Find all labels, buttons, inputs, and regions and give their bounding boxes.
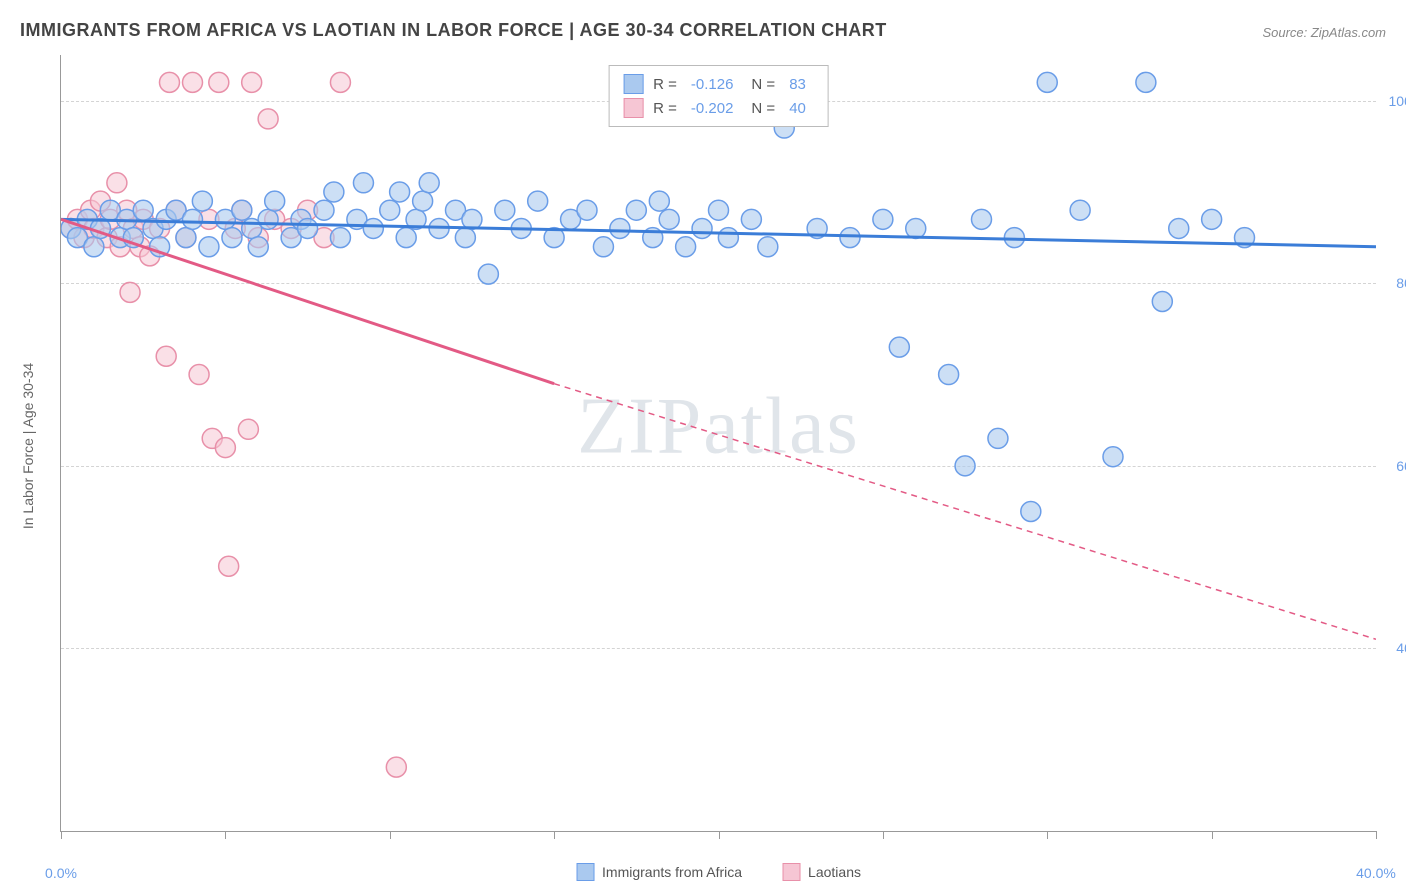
corr-r-label: R = bbox=[653, 76, 677, 93]
xtick-label: 0.0% bbox=[45, 865, 77, 881]
corr-r-label: R = bbox=[653, 100, 677, 117]
legend-label-africa: Immigrants from Africa bbox=[602, 864, 742, 880]
corr-r-laotians: -0.202 bbox=[691, 100, 734, 117]
correlation-legend: R = -0.126 N = 83 R = -0.202 N = 40 bbox=[608, 65, 829, 127]
corr-r-africa: -0.126 bbox=[691, 76, 734, 93]
corr-legend-row-africa: R = -0.126 N = 83 bbox=[623, 72, 814, 96]
ytick-label: 60.0% bbox=[1396, 458, 1406, 474]
source-attribution: Source: ZipAtlas.com bbox=[1262, 25, 1386, 40]
ytick-label: 100.0% bbox=[1389, 93, 1406, 109]
ytick-label: 40.0% bbox=[1396, 640, 1406, 656]
swatch-laotians bbox=[623, 98, 643, 118]
chart-container: IMMIGRANTS FROM AFRICA VS LAOTIAN IN LAB… bbox=[0, 0, 1406, 892]
y-axis-label: In Labor Force | Age 30-34 bbox=[20, 363, 36, 529]
legend-swatch-laotians bbox=[782, 863, 800, 881]
corr-n-label: N = bbox=[751, 76, 775, 93]
corr-n-label: N = bbox=[751, 100, 775, 117]
plot-area: ZIPatlas R = -0.126 N = 83 R = -0.202 N … bbox=[60, 55, 1376, 832]
corr-n-africa: 83 bbox=[789, 76, 806, 93]
legend-item-laotians: Laotians bbox=[782, 863, 861, 881]
corr-legend-row-laotians: R = -0.202 N = 40 bbox=[623, 96, 814, 120]
xtick-label: 40.0% bbox=[1356, 865, 1396, 881]
swatch-africa bbox=[623, 74, 643, 94]
chart-title: IMMIGRANTS FROM AFRICA VS LAOTIAN IN LAB… bbox=[20, 20, 1386, 41]
corr-n-laotians: 40 bbox=[789, 100, 806, 117]
ytick-label: 80.0% bbox=[1396, 275, 1406, 291]
legend-swatch-africa bbox=[576, 863, 594, 881]
legend-item-africa: Immigrants from Africa bbox=[576, 863, 742, 881]
series-legend: Immigrants from Africa Laotians bbox=[576, 863, 861, 881]
scatter-svg bbox=[61, 55, 1376, 831]
legend-label-laotians: Laotians bbox=[808, 864, 861, 880]
